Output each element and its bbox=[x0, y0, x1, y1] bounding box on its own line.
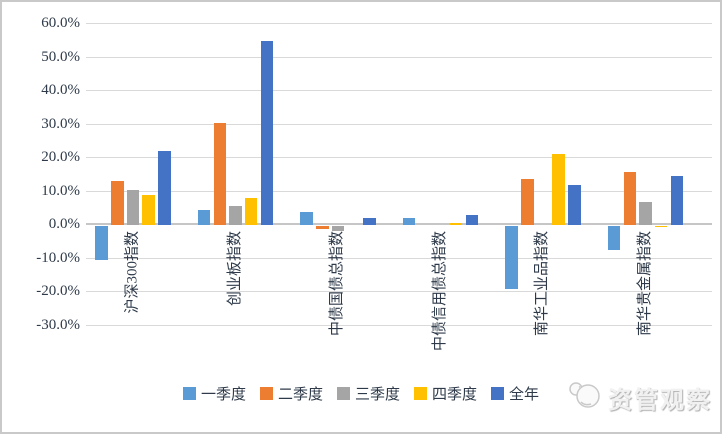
bar bbox=[95, 225, 108, 261]
bar bbox=[331, 225, 345, 231]
bar bbox=[244, 197, 258, 225]
gridline bbox=[86, 123, 712, 125]
watermark-text: 资管观察 bbox=[608, 388, 712, 414]
bar bbox=[521, 179, 534, 225]
legend-label: 全年 bbox=[509, 387, 540, 403]
bar bbox=[568, 184, 581, 225]
gridline bbox=[86, 291, 712, 293]
legend-label: 四季度 bbox=[432, 387, 478, 403]
x-category-label: 南华贵金属指数 bbox=[637, 231, 653, 337]
gridline bbox=[86, 56, 712, 58]
watermark-logo-icon bbox=[567, 378, 603, 417]
bar bbox=[552, 154, 565, 225]
bar bbox=[158, 150, 171, 225]
legend-swatch bbox=[259, 387, 273, 400]
x-category-label: 中债国债总指数 bbox=[329, 231, 346, 337]
bar bbox=[449, 223, 463, 225]
bar bbox=[639, 201, 652, 225]
zero-axis-line bbox=[86, 223, 712, 226]
bar bbox=[363, 218, 376, 225]
bar bbox=[654, 225, 668, 228]
gridline bbox=[86, 90, 712, 92]
bar bbox=[229, 205, 242, 225]
gridline bbox=[86, 257, 712, 259]
y-tick-label: 20.0% bbox=[41, 149, 80, 166]
bar bbox=[505, 225, 518, 289]
bar bbox=[260, 41, 274, 225]
gridline bbox=[86, 190, 712, 192]
gridline bbox=[86, 157, 712, 159]
bar bbox=[213, 123, 227, 225]
bar bbox=[465, 214, 479, 225]
gridline bbox=[86, 325, 712, 326]
y-tick-label: 60.0% bbox=[41, 15, 80, 31]
bar bbox=[126, 190, 140, 225]
x-category-label: 创业板指数 bbox=[227, 231, 243, 307]
y-tick-label: -20.0% bbox=[36, 283, 80, 300]
legend-item: 四季度 bbox=[414, 383, 477, 404]
bar bbox=[111, 181, 124, 225]
bar bbox=[607, 225, 621, 250]
bar bbox=[300, 211, 313, 225]
y-tick-label: 10.0% bbox=[41, 182, 80, 199]
legend-swatch bbox=[414, 387, 427, 400]
legend-swatch bbox=[336, 387, 350, 400]
bar bbox=[316, 225, 329, 230]
legend-item: 二季度 bbox=[259, 383, 323, 404]
legend-label: 二季度 bbox=[277, 387, 323, 403]
gridline bbox=[86, 23, 712, 24]
x-category-label: 沪深300指数 bbox=[124, 231, 141, 314]
bar bbox=[197, 210, 211, 225]
legend-item: 一季度 bbox=[182, 383, 246, 404]
watermark: 资管观察 bbox=[567, 378, 712, 417]
y-tick-label: 0.0% bbox=[48, 216, 80, 233]
legend-item: 三季度 bbox=[336, 383, 400, 404]
bar bbox=[402, 217, 416, 225]
y-tick-label: 40.0% bbox=[41, 82, 80, 99]
legend-label: 一季度 bbox=[200, 387, 246, 403]
bar bbox=[623, 171, 637, 225]
legend: 一季度 二季度 三季度 四季度 全年 bbox=[2, 383, 720, 404]
legend-item: 全年 bbox=[491, 383, 539, 404]
bar bbox=[142, 195, 155, 225]
legend-label: 三季度 bbox=[354, 387, 400, 403]
bar bbox=[670, 175, 684, 225]
x-category-label: 南华工业品指数 bbox=[534, 231, 551, 337]
y-tick-label: 50.0% bbox=[41, 48, 80, 65]
y-tick-label: 30.0% bbox=[41, 115, 80, 132]
legend-swatch bbox=[182, 387, 196, 400]
x-category-label: 中债信用债总指数 bbox=[432, 231, 448, 352]
y-tick-label: -30.0% bbox=[36, 317, 80, 333]
y-tick-label: -10.0% bbox=[36, 249, 80, 266]
legend-swatch bbox=[491, 387, 505, 400]
